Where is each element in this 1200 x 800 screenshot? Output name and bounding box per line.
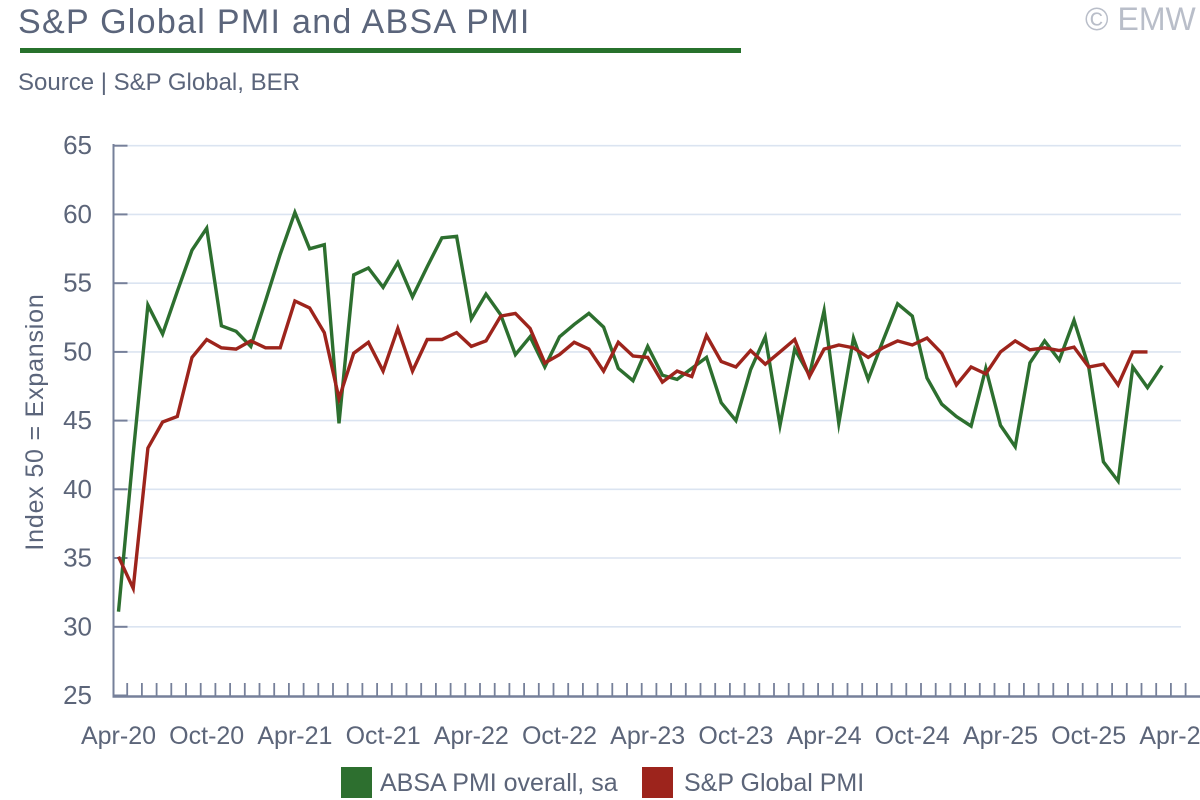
svg-text:Oct-22: Oct-22 <box>522 722 597 750</box>
svg-text:35: 35 <box>63 543 92 573</box>
svg-text:Oct-25: Oct-25 <box>1051 722 1126 750</box>
svg-text:30: 30 <box>63 611 92 641</box>
svg-text:Apr-21: Apr-21 <box>257 722 332 750</box>
svg-text:50: 50 <box>63 336 92 366</box>
svg-text:Apr-20: Apr-20 <box>81 722 156 750</box>
svg-text:40: 40 <box>63 474 92 504</box>
svg-text:Apr-22: Apr-22 <box>434 722 509 750</box>
svg-text:55: 55 <box>63 268 92 298</box>
svg-text:Oct-20: Oct-20 <box>169 722 244 750</box>
svg-text:45: 45 <box>63 405 92 435</box>
svg-text:Oct-24: Oct-24 <box>875 722 950 750</box>
svg-text:Apr-26: Apr-26 <box>1139 722 1200 750</box>
svg-text:Apr-24: Apr-24 <box>787 722 862 750</box>
svg-text:Oct-23: Oct-23 <box>698 722 773 750</box>
svg-text:Apr-23: Apr-23 <box>610 722 685 750</box>
svg-text:Oct-21: Oct-21 <box>346 722 421 750</box>
svg-text:60: 60 <box>63 199 92 229</box>
svg-text:25: 25 <box>63 680 92 710</box>
svg-text:Index 50 = Expansion: Index 50 = Expansion <box>21 293 49 550</box>
svg-text:65: 65 <box>63 130 92 160</box>
svg-text:Apr-25: Apr-25 <box>963 722 1038 750</box>
